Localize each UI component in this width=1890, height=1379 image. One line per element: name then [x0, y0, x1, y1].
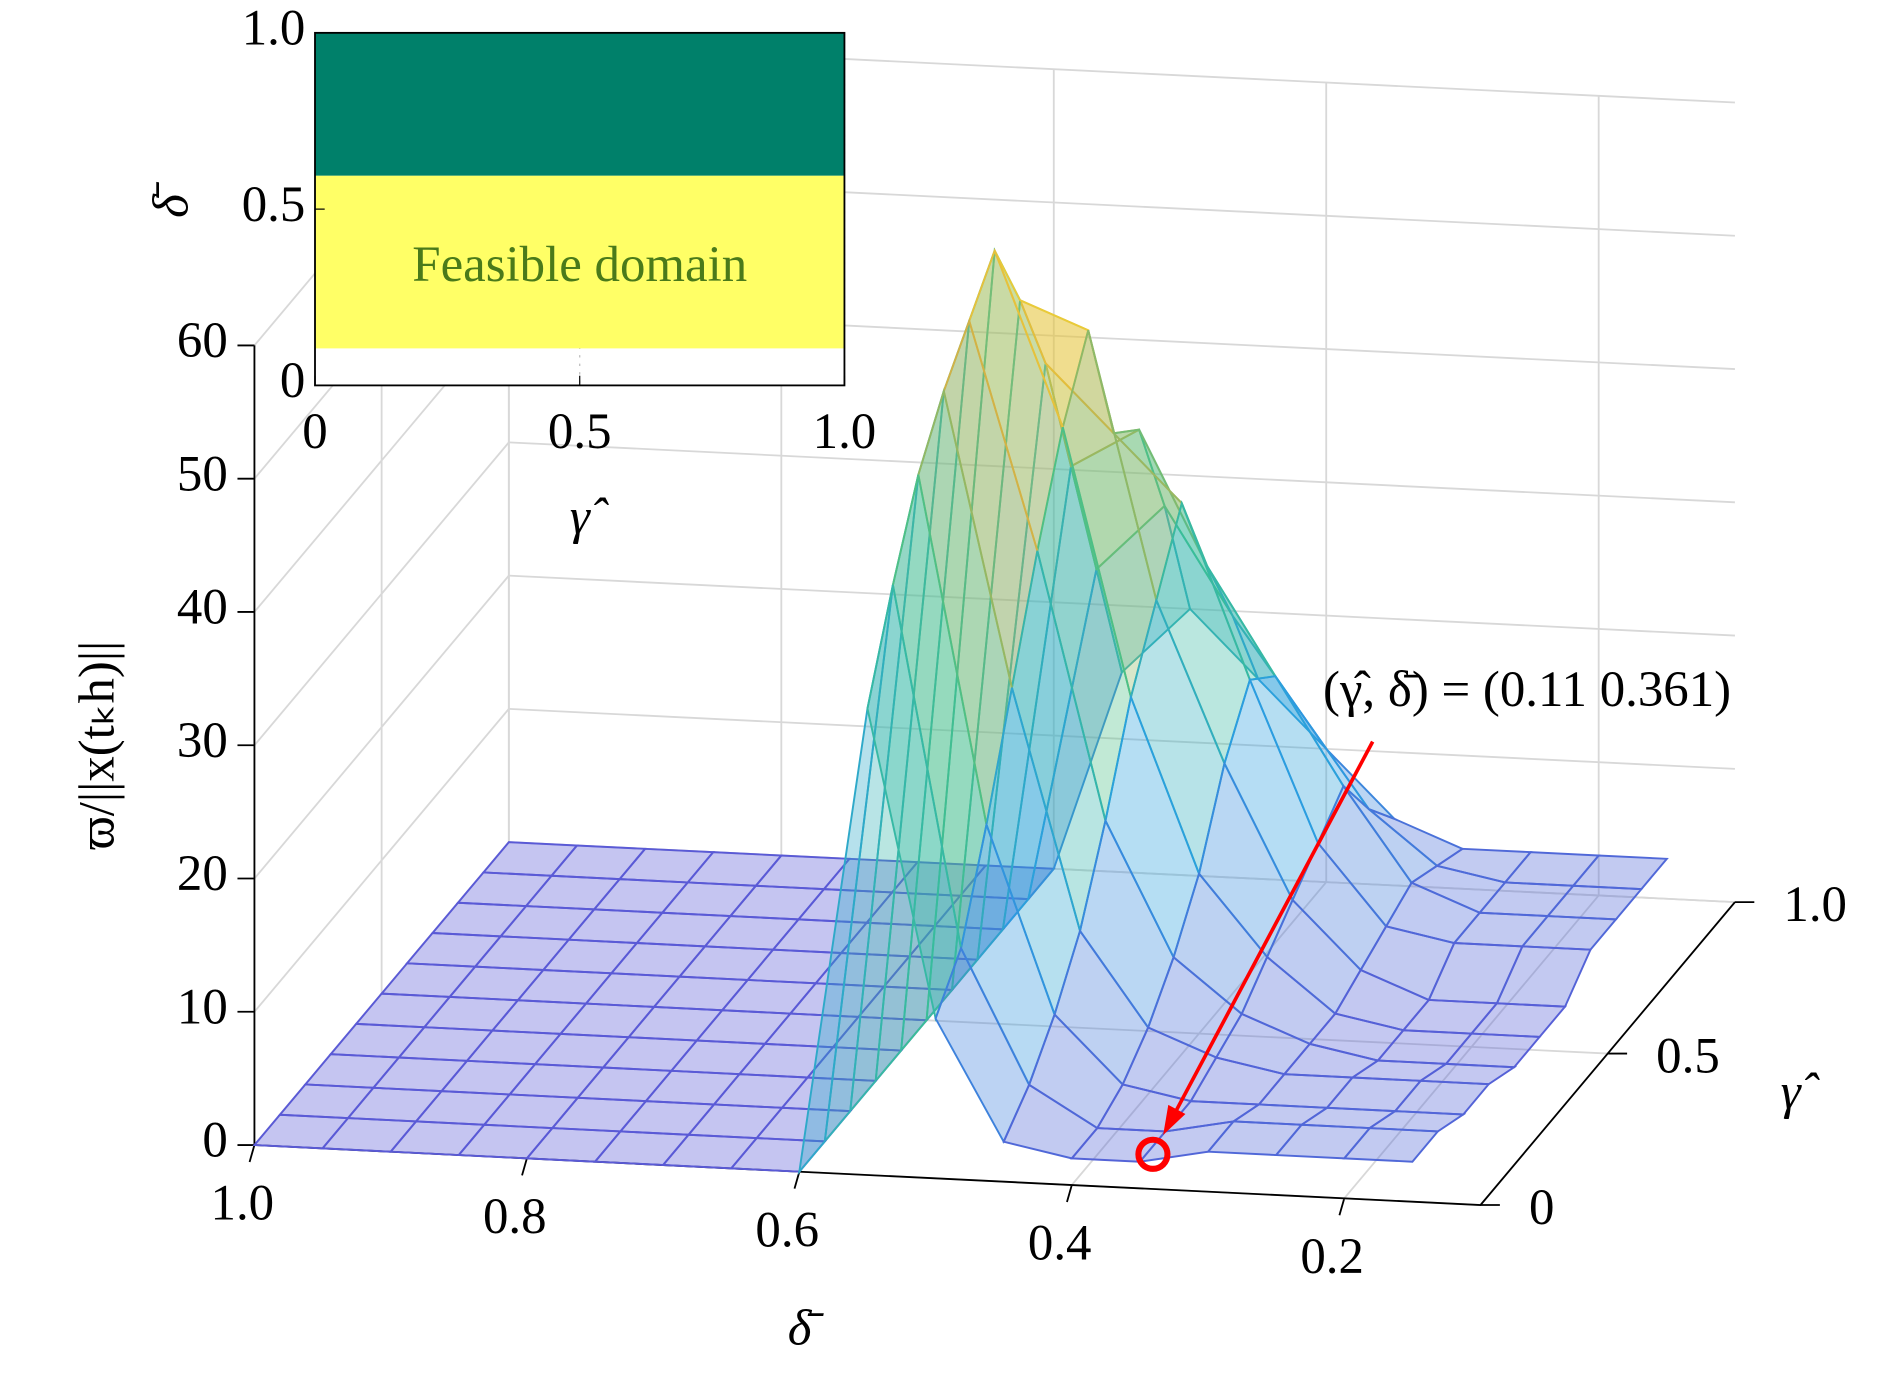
- x-tick: [521, 1158, 528, 1176]
- z-tick-label: 50: [177, 446, 228, 502]
- z-tick-label: 60: [177, 313, 228, 369]
- x-axis-label: δ̄: [788, 1300, 825, 1356]
- y-tick-label: 0.5: [242, 177, 306, 233]
- y-tick-label: 1.0: [242, 1, 306, 57]
- z-tick-label: 40: [177, 580, 228, 636]
- surface-chart: 0 10 20 30 40 50 60 1.0 0.8 0.6 0.4 0.2 0 0.5 1.0 δ̄ γ̂ ϖ…: [69, 41, 1847, 1356]
- x-tick: [1338, 1198, 1346, 1216]
- x-tick-label: 0.5: [548, 404, 612, 460]
- x-tick-label: 0.6: [755, 1202, 819, 1258]
- x-tick-label: 0.4: [1028, 1216, 1092, 1272]
- region-label: Feasible domain: [412, 237, 747, 293]
- surface-cell: [1342, 1127, 1440, 1163]
- y-axis-label: δ̄: [143, 181, 199, 218]
- annotation-arrow: [1169, 740, 1375, 1121]
- x-tick-label: 1.0: [211, 1176, 275, 1232]
- z-tick-label: 20: [177, 846, 228, 902]
- annotation-marker: [1135, 1136, 1171, 1172]
- y-tick-label: 0: [280, 353, 305, 409]
- grid-line: [508, 441, 1735, 504]
- x-tick: [248, 1144, 256, 1163]
- region: [315, 32, 845, 176]
- x-tick-label: 0: [302, 404, 327, 460]
- z-tick-label: 0: [202, 1113, 227, 1169]
- annotation-arrowhead: [1163, 1104, 1186, 1136]
- grid-line: [508, 574, 1735, 637]
- region: [315, 175, 845, 349]
- axis-line: [253, 345, 1736, 1206]
- z-axis-label: ϖ/||x(tₖh)||: [69, 641, 125, 850]
- x-tick: [1066, 1184, 1073, 1203]
- x-tick-label: 1.0: [813, 404, 877, 460]
- inset-chart: Feasible domain 0 0.5 1.0 0 0.5 1.0 γ̂ δ̄: [143, 1, 876, 545]
- x-axis-label: γ̂: [570, 489, 610, 545]
- x-tick-label: 0.8: [483, 1189, 547, 1245]
- y-tick-label: 0: [1529, 1180, 1554, 1236]
- z-tick-label: 10: [177, 979, 228, 1035]
- y-tick-label: 0.5: [1656, 1029, 1720, 1085]
- z-tick-label: 30: [177, 713, 228, 769]
- y-axis-label: γ̂: [1781, 1064, 1821, 1120]
- x-tick-label: 0.2: [1300, 1229, 1364, 1285]
- y-tick-label: 1.0: [1783, 877, 1847, 933]
- annotation-text: (γ̂, δ̄) = (0.11 0.361): [1323, 662, 1731, 718]
- x-tick: [793, 1171, 801, 1189]
